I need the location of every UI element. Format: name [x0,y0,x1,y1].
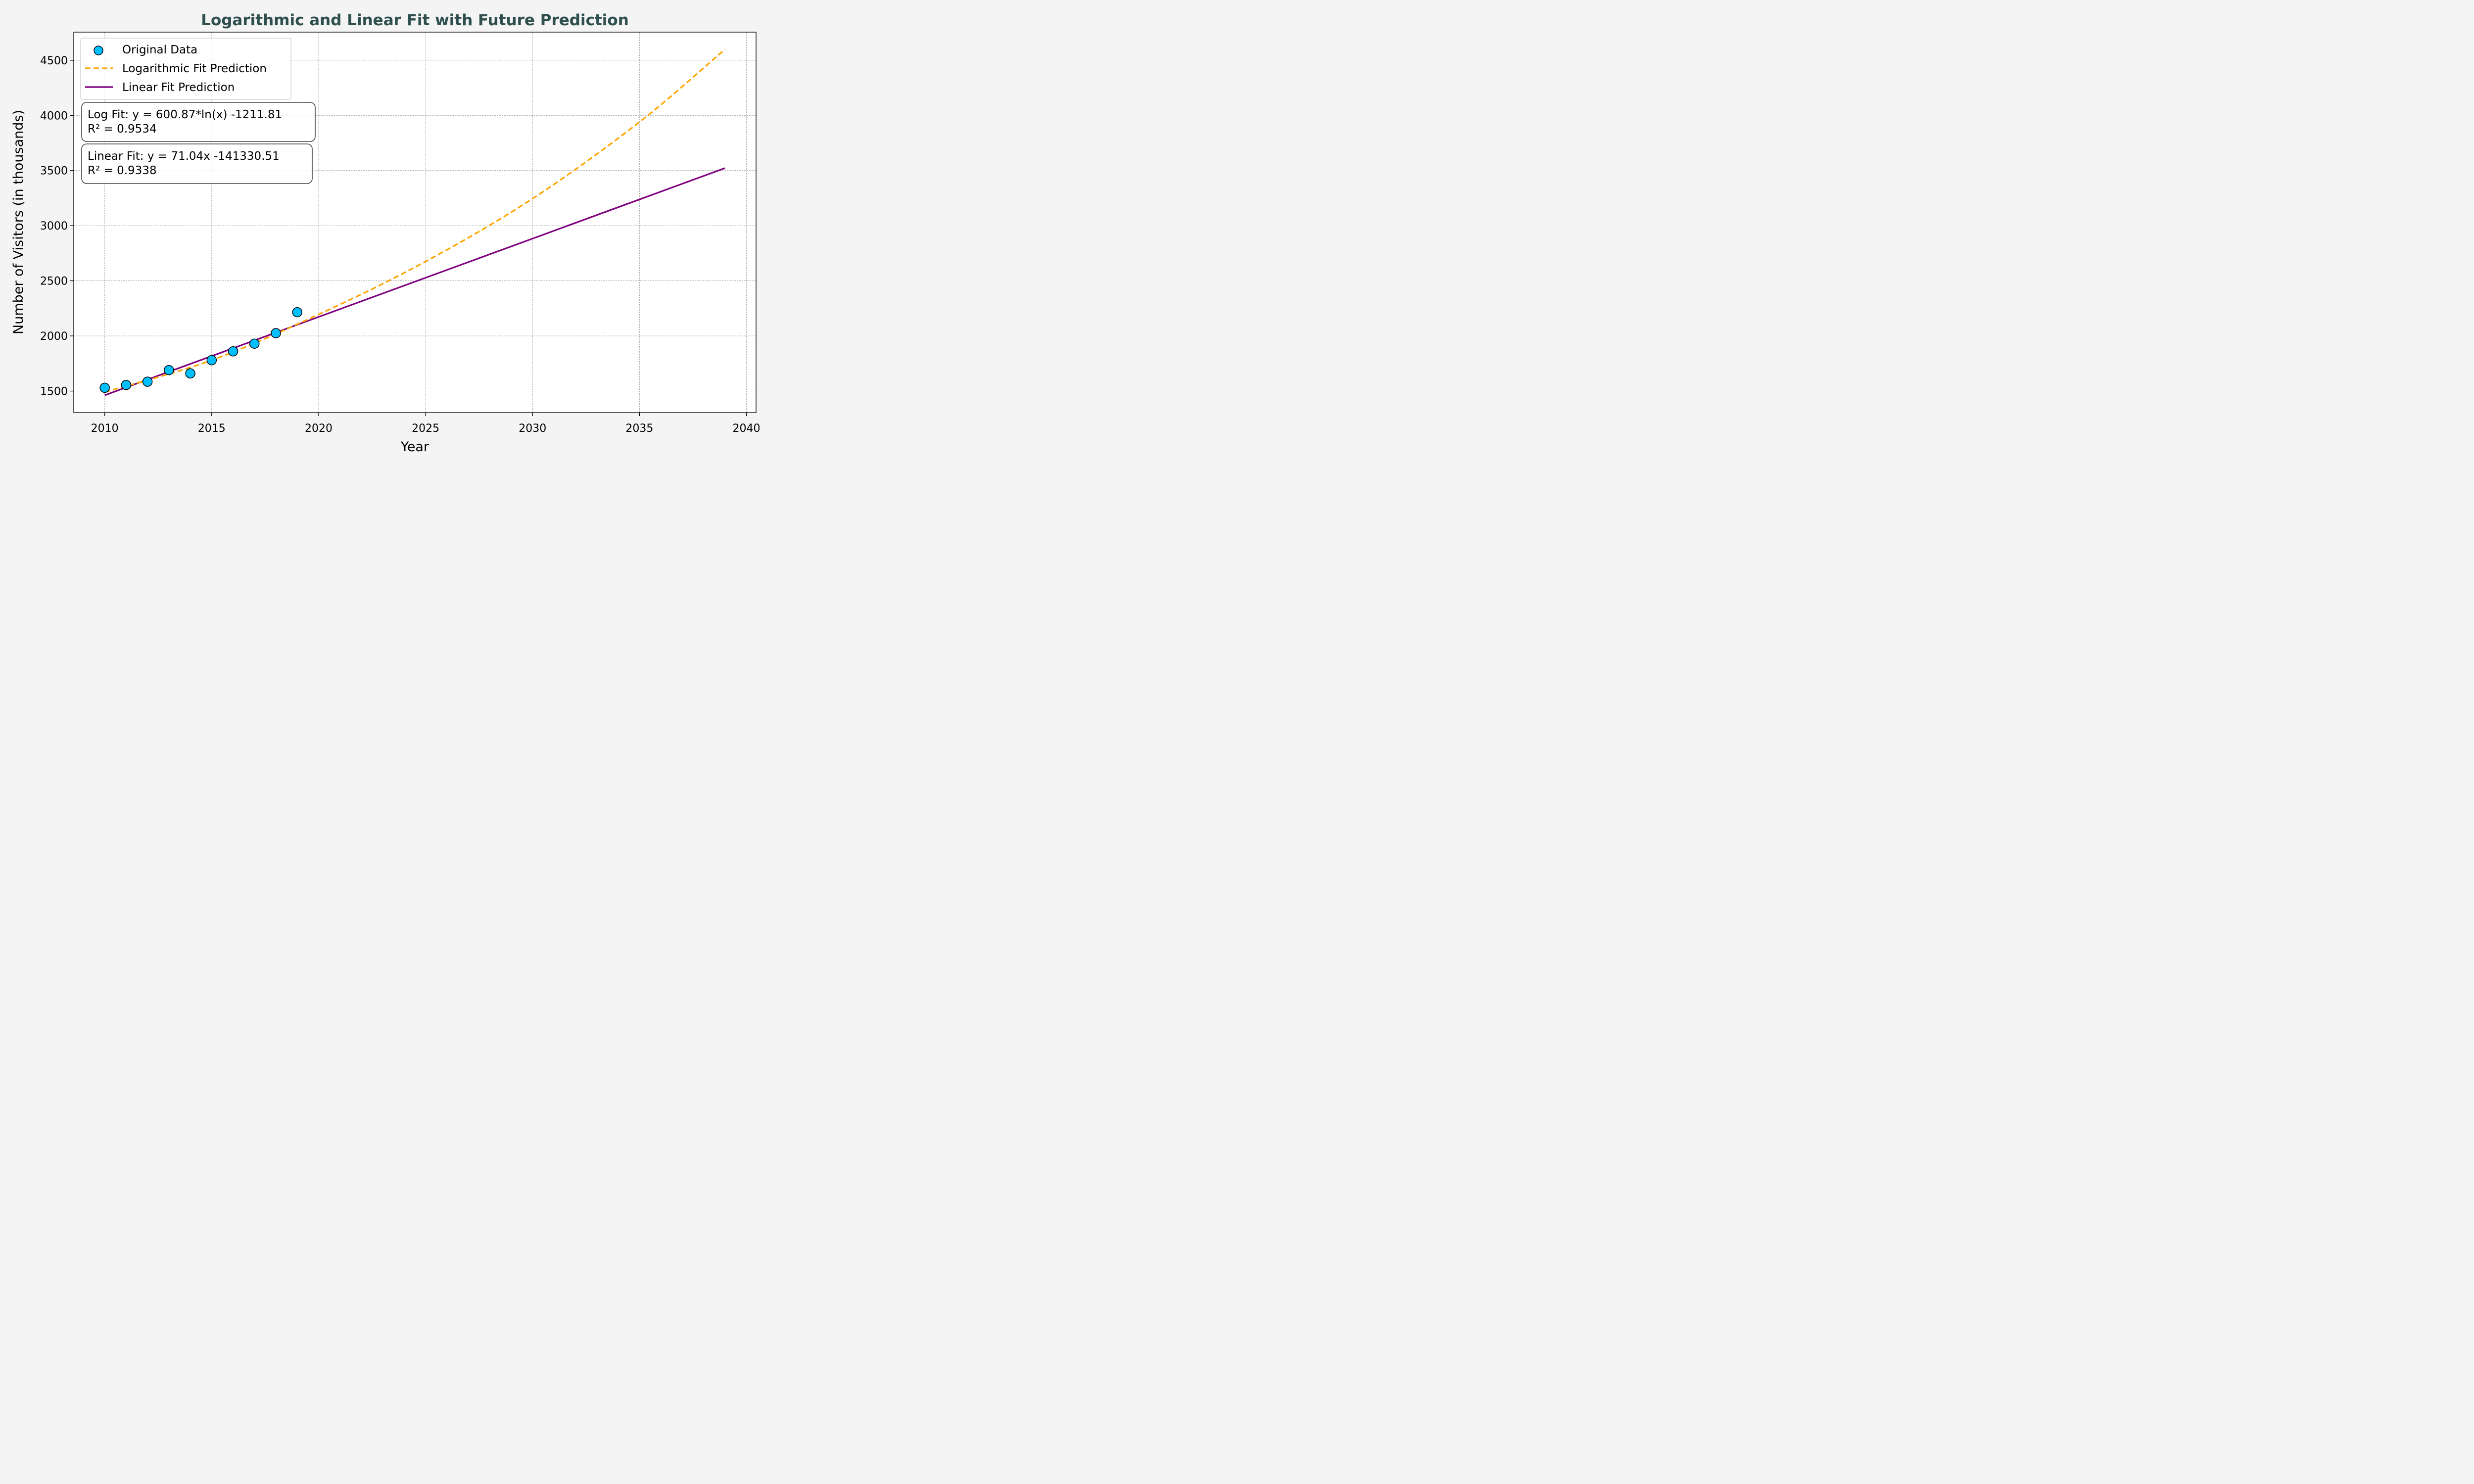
y-tick-label: 4500 [40,55,68,67]
grid [74,32,756,413]
data-point [271,328,281,338]
linear-fit-r2: R² = 0.9338 [88,164,157,177]
log-fit-annotation-box [81,102,316,142]
x-tick-label: 2025 [412,422,439,435]
y-tick-label: 2500 [40,276,68,288]
y-axis-label: Number of Visitors (in thousands) [11,110,26,334]
legend: Original Data Logarithmic Fit Prediction… [80,38,291,100]
x-tick-label: 2030 [519,422,546,435]
legend-label-original-data: Original Data [122,44,197,56]
legend-marker-original-data [94,46,103,55]
linear-fit-equation: Linear Fit: y = 71.04x -141330.51 [88,150,280,163]
x-axis-label: Year [400,439,429,455]
plot-frame [73,32,757,413]
data-point [99,382,110,393]
log-fit-annotation: Log Fit: y = 600.87*ln(x) -1211.81 R² = … [81,102,316,142]
data-point [292,307,302,318]
chart: 2010 2015 2020 2025 2030 2035 2040 1500 2000 2500… [0,0,776,465]
data-point [121,380,132,390]
chart-title: Logarithmic and Linear Fit with Future P… [201,11,629,29]
linear-fit-annotation: Linear Fit: y = 71.04x -141330.51 R² = 0… [81,143,313,184]
log-fit-r2: R² = 0.9534 [88,123,157,136]
x-tick-label: 2010 [91,422,119,435]
data-point [249,338,260,349]
y-tick-label: 3000 [40,220,68,232]
legend-label-log-fit: Logarithmic Fit Prediction [122,62,267,75]
data-point [142,376,153,387]
linear-fit-annotation-box [81,143,313,184]
y-tick-label: 2000 [40,330,68,343]
data-point [185,368,195,379]
log-fit-equation: Log Fit: y = 600.87*ln(x) -1211.81 [88,108,282,121]
y-tick-label: 1500 [40,386,68,398]
series-layer [99,48,726,396]
x-tick-label: 2040 [733,422,761,435]
data-point [206,355,217,366]
y-tick-label: 4000 [40,110,68,122]
x-tick-label: 2020 [305,422,333,435]
x-tick-label: 2015 [198,422,226,435]
y-tick-label: 3500 [40,165,68,178]
data-point [164,365,174,375]
data-point [228,346,238,357]
x-tick-label: 2035 [625,422,653,435]
axes: 2010 2015 2020 2025 2030 2035 2040 1500 2000 2500… [40,55,761,435]
legend-label-linear-fit: Linear Fit Prediction [122,81,235,94]
legend-box [80,38,291,100]
